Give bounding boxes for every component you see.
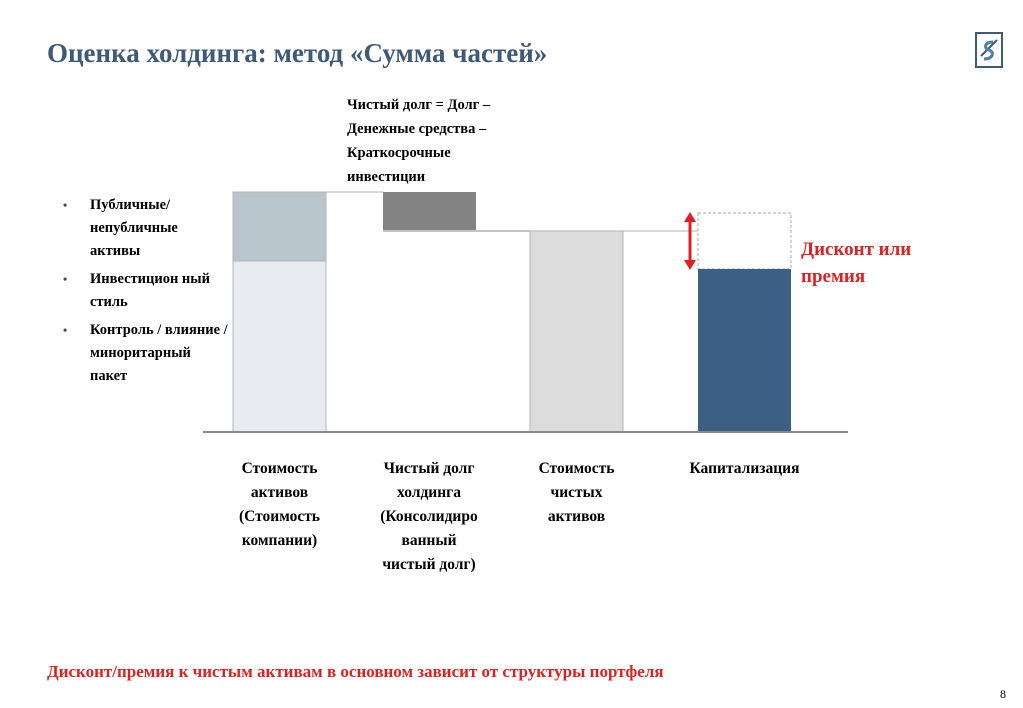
bullet-item: • Инвестицион ный стиль — [60, 268, 230, 314]
nav-level-dashed-outline — [697, 212, 792, 270]
bar-asset-value-top — [232, 191, 327, 262]
bullet-icon: • — [63, 272, 68, 286]
discount-premium-label: Дисконт или премия — [801, 239, 912, 287]
bar-net-asset-value — [529, 230, 624, 433]
bullet-icon: • — [63, 198, 68, 212]
bar-net-debt — [383, 192, 476, 230]
category-label-net-debt: Чистый долг холдинга (Консолидиро ванный… — [380, 460, 478, 573]
category-label-net-assets: Стоимость чистых активов — [538, 460, 615, 525]
bullet-icon: • — [63, 323, 68, 337]
page-number: 8 — [1000, 687, 1006, 701]
net-debt-definition: Чистый долг = Долг – Денежные средства –… — [347, 97, 491, 185]
bar-capitalization — [698, 269, 791, 432]
factor-bullet-list: • Публичные/ непубличные активы • Инвестиц… — [60, 194, 230, 393]
discount-arrow-icon — [684, 212, 696, 270]
bar-asset-value-base — [232, 260, 327, 433]
category-label-capitalization: Капитализация — [689, 460, 800, 477]
bullet-item: • Публичные/ непубличные активы — [60, 194, 230, 263]
company-logo-icon — [975, 32, 1003, 68]
footer-conclusion: Дисконт/премия к чистым активам в основн… — [47, 662, 664, 681]
category-label-asset-value: Стоимость активов (Стоимость компании) — [238, 460, 321, 549]
page-title: Оценка холдинга: метод «Сумма частей» — [47, 38, 548, 68]
bullet-item: • Контроль / влияние / миноритарный пакет — [60, 319, 230, 388]
